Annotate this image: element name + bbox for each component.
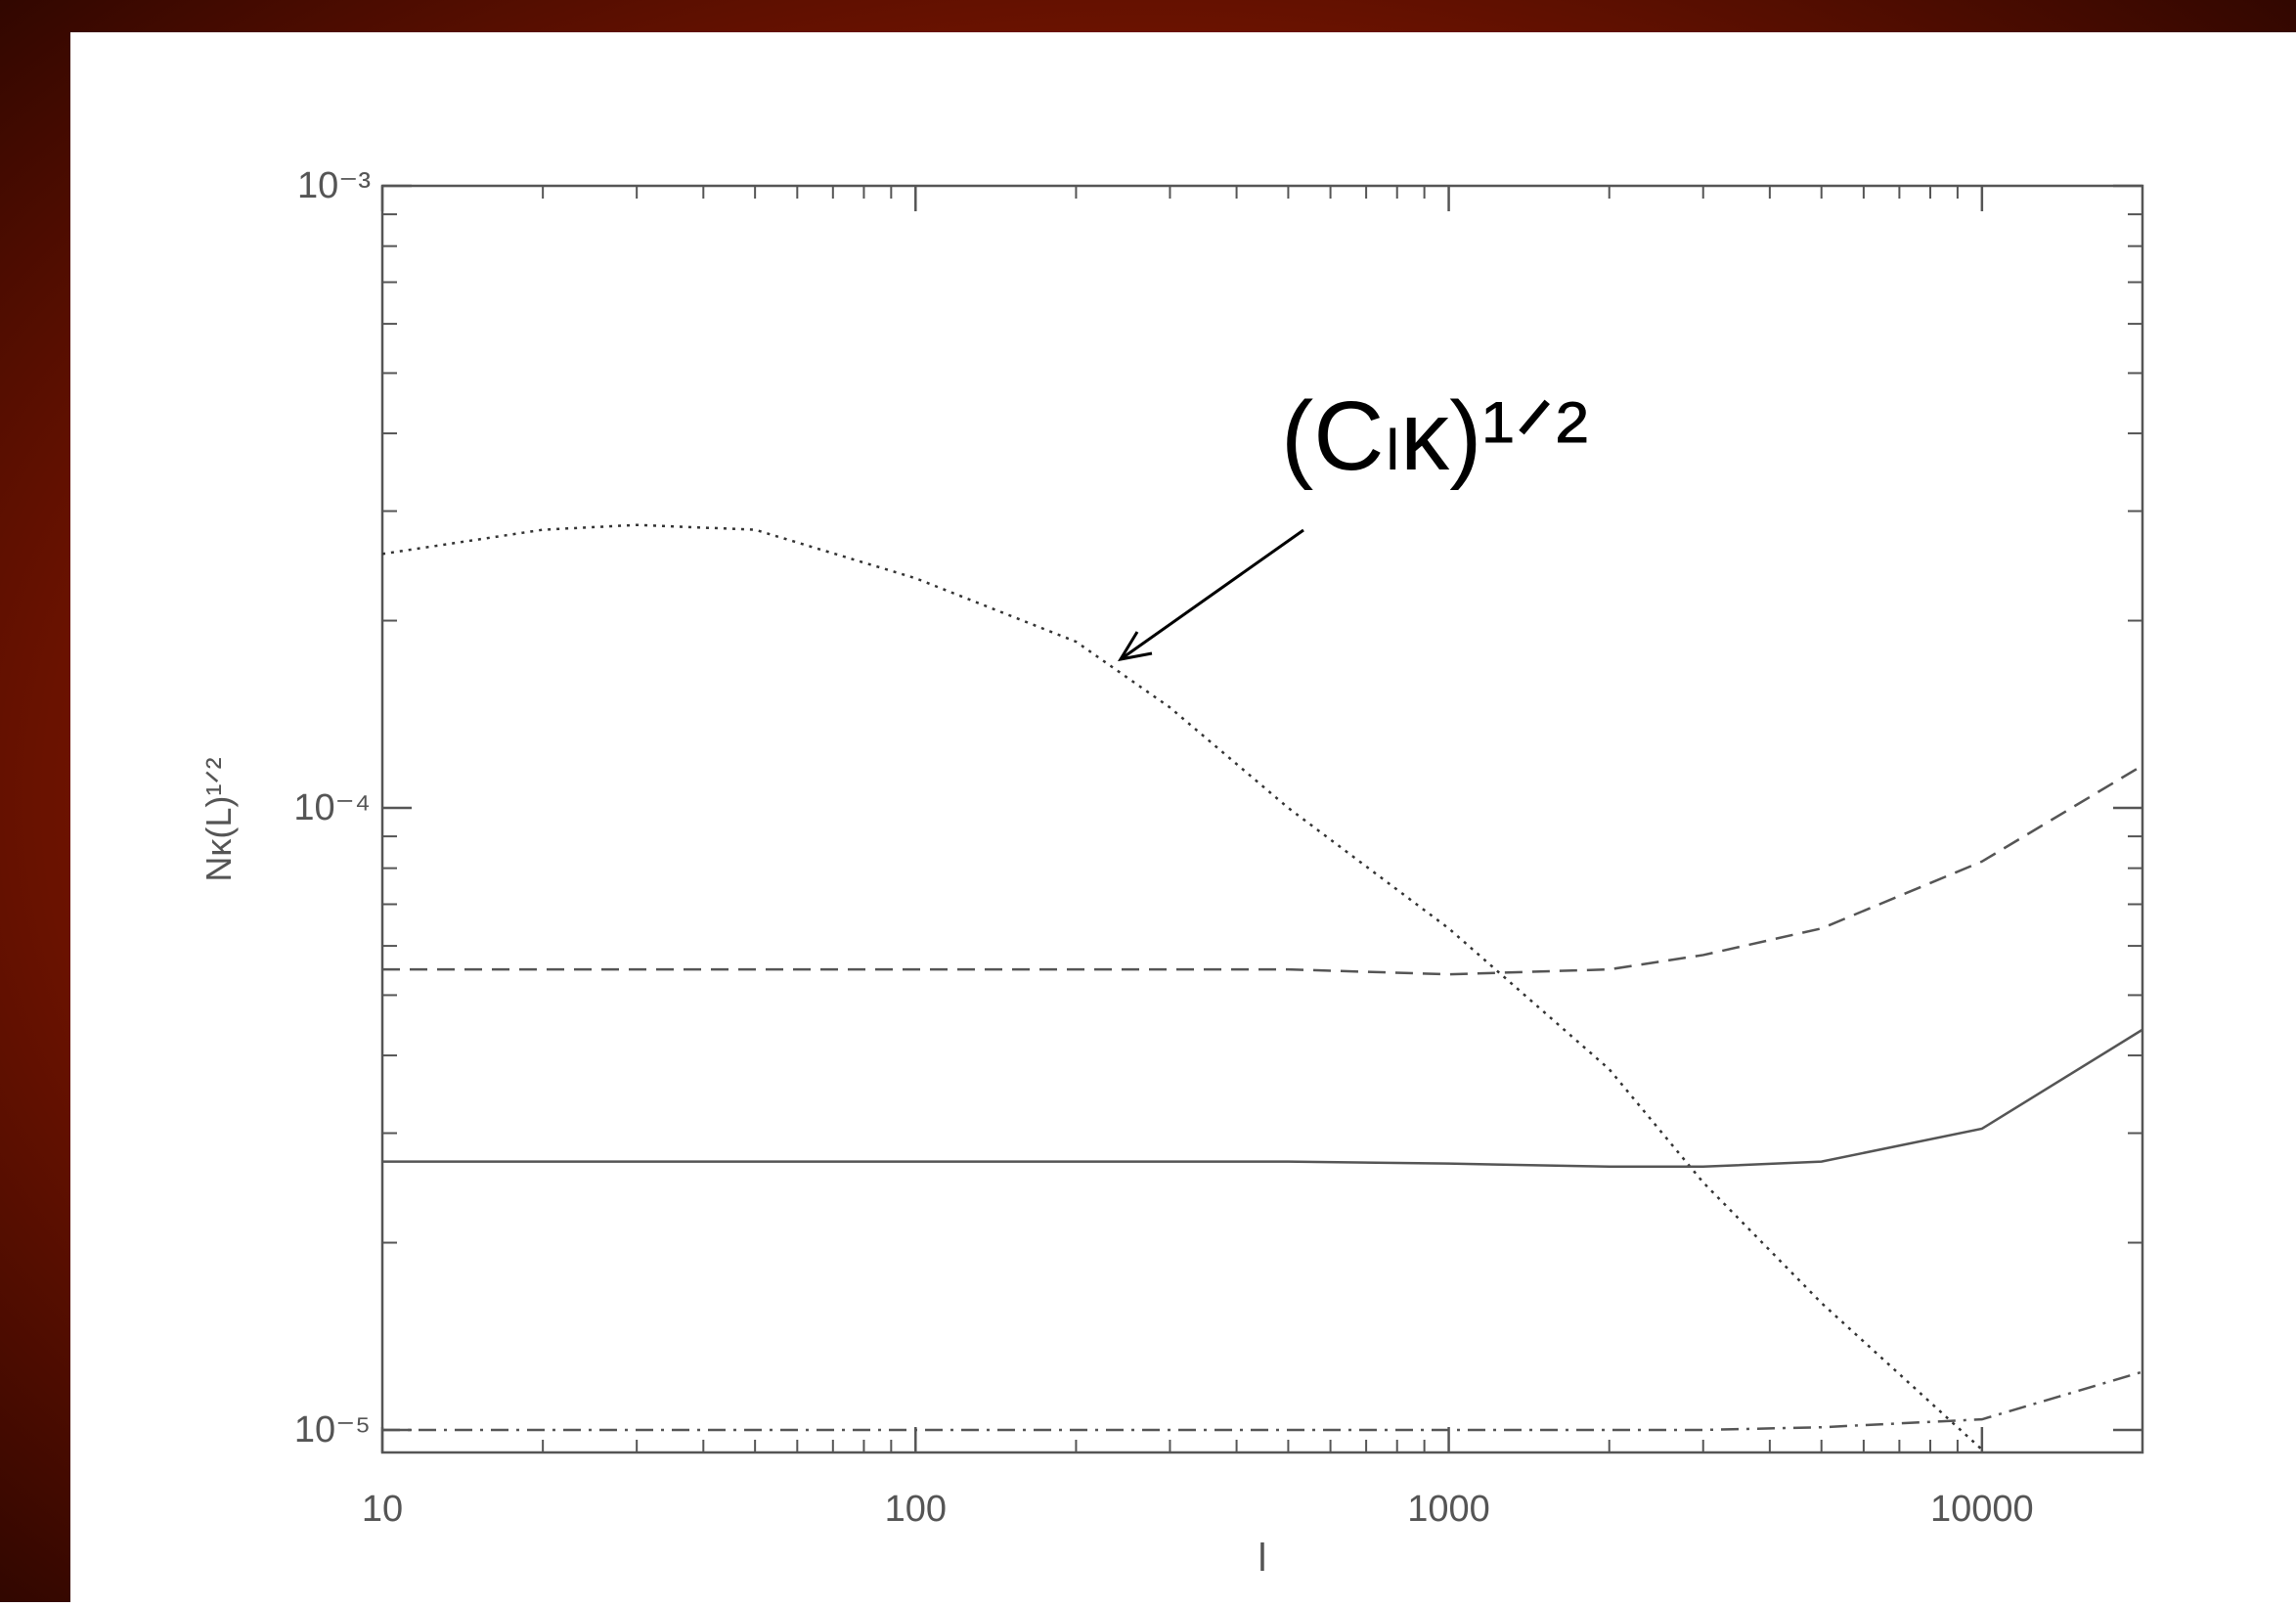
annotation: (Cₗκ)¹ᐟ² <box>1281 381 1588 491</box>
page: l Nκ(L)¹ᐟ² (Cₗκ)¹ᐟ² 10 100 1000 10000 10⁻³ 10… <box>0 0 2296 1602</box>
y-axis-label: Nκ(L)¹ᐟ² <box>199 757 239 881</box>
x-tick-label: 100 <box>885 1489 947 1530</box>
panel <box>70 32 2296 1602</box>
chart: l Nκ(L)¹ᐟ² (Cₗκ)¹ᐟ² 10 100 1000 10000 10⁻³ 10… <box>0 0 2296 1602</box>
x-tick-label: 1000 <box>1407 1489 1490 1530</box>
x-tick-label: 10000 <box>1930 1489 2034 1530</box>
y-tick-label: 10⁻⁴ <box>293 787 371 828</box>
x-axis-label: l <box>1258 1537 1267 1580</box>
y-tick-label: 10⁻⁵ <box>294 1409 371 1451</box>
x-tick-label: 10 <box>362 1489 403 1530</box>
y-tick-label: 10⁻³ <box>297 165 371 206</box>
